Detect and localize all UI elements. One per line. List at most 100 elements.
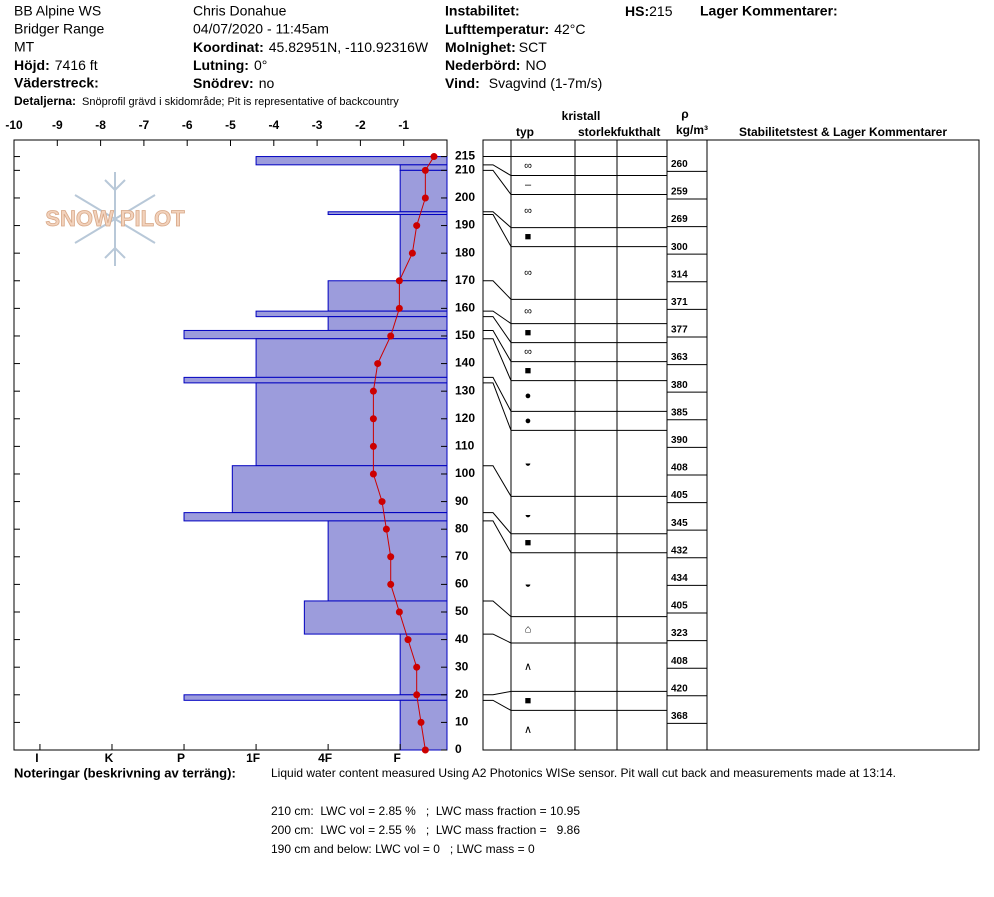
layer-comments-label: Lager Kommentarer: xyxy=(700,3,838,19)
x-tick-label: -7 xyxy=(139,118,150,132)
density-value: 408 xyxy=(671,463,688,474)
hardness-tick-label: 1F xyxy=(246,751,260,765)
value: Snöprofil grävd i skidområde; Pit is rep… xyxy=(82,96,399,108)
temperature-point xyxy=(374,360,382,368)
hardness-bar xyxy=(327,316,448,331)
hs: HS:215 xyxy=(625,3,673,19)
hardness-bar xyxy=(183,376,448,384)
x-tick-label: -10 xyxy=(5,118,23,132)
value: 215 xyxy=(649,3,673,19)
temperature-point xyxy=(417,718,425,726)
layer-connector xyxy=(483,280,512,300)
temperature-point xyxy=(395,304,403,312)
y-tick-label: 170 xyxy=(455,273,475,287)
label: Vind: xyxy=(445,75,480,91)
x-tick-label: -9 xyxy=(52,118,63,132)
temperature-point xyxy=(382,525,390,533)
layer-connector xyxy=(483,512,512,535)
label: Molnighet: xyxy=(445,39,516,55)
density-value: 323 xyxy=(671,628,688,639)
hardness-bar xyxy=(255,310,448,318)
datetime: 04/07/2020 - 11:45am xyxy=(193,21,329,37)
y-tick-label: 210 xyxy=(455,163,475,177)
y-tick-label: 130 xyxy=(455,383,475,397)
grain-type: ∞ xyxy=(524,267,532,279)
hardness-tick-label: P xyxy=(177,751,185,765)
logo xyxy=(74,172,156,266)
density-value: 385 xyxy=(671,407,688,418)
label: Koordinat: xyxy=(193,39,264,55)
header-rho-unit: kg/m³ xyxy=(676,123,708,137)
hardness-bar xyxy=(399,214,448,282)
hardness-bar xyxy=(255,382,448,467)
value: 7416 ft xyxy=(55,57,98,73)
grain-type: ■ xyxy=(525,695,532,707)
header-type: typ xyxy=(516,125,534,139)
temperature-point xyxy=(387,332,395,340)
temperature-point xyxy=(421,194,429,202)
value: no xyxy=(259,75,275,91)
layer-connector xyxy=(483,690,512,696)
header-comments: Stabilitetstest & Lager Kommentarer xyxy=(739,125,947,139)
temperature-point xyxy=(369,442,377,450)
temperature-point xyxy=(408,249,416,257)
x-tick-label: -5 xyxy=(225,118,236,132)
y-tick-label: 150 xyxy=(455,328,475,342)
grain-type: ● xyxy=(525,390,532,402)
range: Bridger Range xyxy=(14,21,104,37)
temperature-point xyxy=(387,580,395,588)
density-value: 405 xyxy=(671,601,688,612)
y-tick-label: 20 xyxy=(455,687,469,701)
temperature-point xyxy=(369,470,377,478)
notes-text: Liquid water content measured Using A2 P… xyxy=(271,766,896,780)
slope: Lutning: 0° xyxy=(193,57,267,73)
notes-line: 190 cm and below: LWC vol = 0 ; LWC mass… xyxy=(271,842,535,856)
table-columns xyxy=(510,140,708,750)
notes-line: 200 cm: LWC vol = 2.55 % ; LWC mass frac… xyxy=(271,823,580,837)
x-tick-label: -8 xyxy=(95,118,106,132)
value: 45.82951N, -110.92316W xyxy=(269,39,429,55)
layer-connector xyxy=(483,376,512,412)
grain-type: ■ xyxy=(525,327,532,339)
layer-connector xyxy=(483,633,512,644)
grain-type: ∧ xyxy=(524,724,532,736)
density-value: 408 xyxy=(671,656,688,667)
hardness-tick-label: 4F xyxy=(318,751,332,765)
temperature-point xyxy=(421,166,429,174)
grain-type: ∞ xyxy=(524,205,532,217)
layer-connector xyxy=(483,382,512,431)
y-tick-label: 100 xyxy=(455,466,475,480)
density-value: 345 xyxy=(671,518,688,529)
density-value: 390 xyxy=(671,435,688,446)
y-tick-label: 120 xyxy=(455,411,475,425)
density-value: 300 xyxy=(671,242,688,253)
notes-line: 210 cm: LWC vol = 2.85 % ; LWC mass frac… xyxy=(271,804,580,818)
hardness-bar xyxy=(255,156,448,166)
hardness-tick-label: K xyxy=(105,751,114,765)
observer: Chris Donahue xyxy=(193,3,287,19)
hardness-tick-label: F xyxy=(393,751,400,765)
density-value: 314 xyxy=(671,269,688,280)
temperature-point xyxy=(387,553,395,561)
density-value: 405 xyxy=(671,490,688,501)
x-tick-label: -1 xyxy=(398,118,409,132)
layer-connector xyxy=(483,164,512,176)
value: SCT xyxy=(519,39,547,55)
label: HS: xyxy=(625,3,649,19)
temperature-point xyxy=(404,636,412,644)
layer-connector xyxy=(483,699,512,711)
details: Detaljerna: Snöprofil grävd i skidområde;… xyxy=(14,94,399,108)
site: BB Alpine WS xyxy=(14,3,101,19)
table-frame xyxy=(482,139,980,751)
layer-connector xyxy=(483,338,512,381)
y-tick-label: 140 xyxy=(455,356,475,370)
density-value: 260 xyxy=(671,159,688,170)
x-tick-label: -4 xyxy=(268,118,279,132)
x-tick-label: -6 xyxy=(182,118,193,132)
label: Nederbörd: xyxy=(445,57,520,73)
layer-connector xyxy=(483,465,512,497)
notes-label: Noteringar (beskrivning av terräng): xyxy=(14,765,236,780)
density-value: 259 xyxy=(671,187,688,198)
grain-type: ◒ xyxy=(525,579,532,591)
layer-connector xyxy=(483,169,512,195)
